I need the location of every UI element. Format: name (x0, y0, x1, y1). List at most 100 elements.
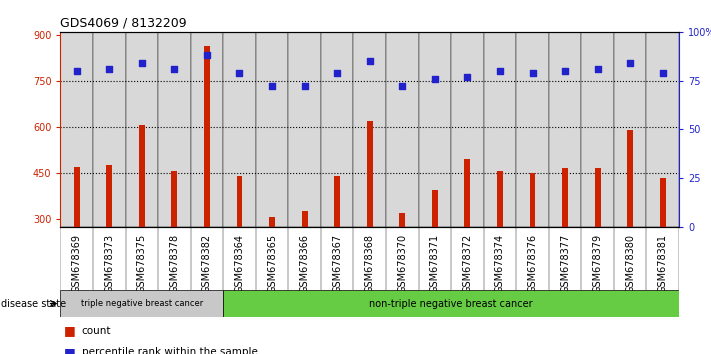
Bar (432, 190, 438, 227)
Text: disease state: disease state (1, 298, 66, 309)
Bar (530, 173, 535, 227)
Text: ■: ■ (64, 346, 80, 354)
Text: GSM678366: GSM678366 (299, 234, 309, 293)
Bar (582, 32, 614, 227)
Bar (93, 32, 126, 227)
Bar (126, 32, 158, 227)
Point (299, 84, 310, 89)
Bar (74, 167, 80, 227)
Bar (256, 32, 289, 227)
Bar (60, 290, 223, 317)
Text: GSM678374: GSM678374 (495, 234, 505, 293)
Point (592, 66, 604, 72)
Bar (158, 32, 191, 227)
Text: count: count (82, 326, 111, 336)
Bar (660, 177, 665, 227)
Bar (334, 176, 340, 227)
Bar (353, 32, 386, 227)
Text: GSM678371: GSM678371 (430, 234, 440, 293)
Bar (60, 32, 93, 227)
Bar (549, 32, 582, 227)
Bar (223, 32, 256, 227)
Bar (451, 32, 483, 227)
Text: GSM678377: GSM678377 (560, 234, 570, 293)
Bar (516, 32, 549, 227)
Point (527, 70, 538, 76)
Text: GSM678382: GSM678382 (202, 234, 212, 293)
Bar (549, 32, 582, 227)
Bar (614, 32, 646, 227)
Bar (497, 171, 503, 227)
Bar (223, 32, 256, 227)
Text: percentile rank within the sample: percentile rank within the sample (82, 347, 257, 354)
Point (267, 84, 278, 89)
Bar (483, 32, 516, 227)
Bar (594, 168, 601, 227)
Bar (367, 121, 373, 227)
Text: GSM678368: GSM678368 (365, 234, 375, 293)
Bar (321, 32, 353, 227)
Bar (93, 32, 126, 227)
Text: GSM678369: GSM678369 (72, 234, 82, 293)
Bar (483, 32, 516, 227)
Bar (321, 32, 353, 227)
Point (494, 68, 506, 74)
Text: GSM678370: GSM678370 (397, 234, 407, 293)
Bar (204, 46, 210, 227)
Bar (301, 211, 308, 227)
Point (461, 74, 473, 80)
Text: GSM678375: GSM678375 (137, 234, 147, 293)
Bar (386, 32, 419, 227)
Bar (60, 32, 93, 227)
Bar (256, 32, 289, 227)
Bar (269, 217, 275, 227)
Point (169, 66, 180, 72)
Bar (139, 125, 145, 227)
Bar (419, 32, 451, 227)
Point (71, 68, 82, 74)
Bar (419, 32, 451, 227)
Bar (223, 290, 679, 317)
Bar (400, 213, 405, 227)
Text: non-triple negative breast cancer: non-triple negative breast cancer (369, 298, 533, 309)
Bar (353, 32, 386, 227)
Point (364, 58, 375, 64)
Bar (158, 32, 191, 227)
Point (397, 84, 408, 89)
Bar (627, 130, 633, 227)
Text: GSM678373: GSM678373 (105, 234, 114, 293)
Text: GSM678379: GSM678379 (592, 234, 603, 293)
Bar (191, 32, 223, 227)
Text: GSM678376: GSM678376 (528, 234, 538, 293)
Point (201, 52, 213, 58)
Text: GSM678367: GSM678367 (332, 234, 342, 293)
Bar (464, 159, 470, 227)
Point (624, 60, 636, 66)
Bar (126, 32, 158, 227)
Bar (107, 165, 112, 227)
Bar (562, 168, 568, 227)
Bar (237, 176, 242, 227)
Text: GSM678365: GSM678365 (267, 234, 277, 293)
Text: GDS4069 / 8132209: GDS4069 / 8132209 (60, 16, 187, 29)
Bar (171, 171, 177, 227)
Text: GSM678380: GSM678380 (625, 234, 635, 293)
Point (331, 70, 343, 76)
Bar (289, 32, 321, 227)
Text: GSM678381: GSM678381 (658, 234, 668, 293)
Bar (614, 32, 646, 227)
Text: GSM678372: GSM678372 (462, 234, 472, 293)
Text: ■: ■ (64, 325, 80, 337)
Bar (386, 32, 419, 227)
Point (429, 76, 441, 81)
Bar (646, 32, 679, 227)
Point (234, 70, 245, 76)
Point (657, 70, 668, 76)
Bar (289, 32, 321, 227)
Text: GSM678364: GSM678364 (235, 234, 245, 293)
Text: triple negative breast cancer: triple negative breast cancer (81, 299, 203, 308)
Bar (191, 32, 223, 227)
Text: GSM678378: GSM678378 (169, 234, 179, 293)
Bar (646, 32, 679, 227)
Point (560, 68, 571, 74)
